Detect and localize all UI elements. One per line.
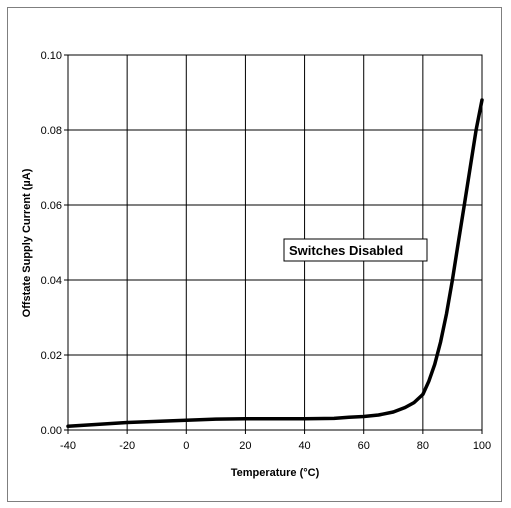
data-point — [451, 279, 454, 281]
x-tick-label: 60 — [358, 440, 370, 452]
series-group — [66, 98, 484, 429]
data-point — [445, 312, 448, 315]
gridlines — [67, 54, 483, 431]
data-point — [274, 417, 276, 420]
data-point — [413, 401, 415, 404]
data-point — [126, 421, 128, 424]
x-tick-label: 0 — [183, 440, 189, 452]
x-tick-label: -20 — [119, 440, 135, 452]
y-axis-ticks: 0.00 0.02 0.04 0.06 0.08 0.10 — [41, 50, 68, 437]
x-axis-title: Temperature (°C) — [231, 467, 320, 479]
data-point — [377, 414, 380, 416]
data-point — [475, 129, 477, 131]
y-tick-label: 0.00 — [41, 425, 62, 437]
x-tick-label: 100 — [473, 440, 491, 452]
data-point — [422, 393, 424, 396]
data-point — [96, 423, 99, 426]
data-point — [469, 166, 471, 169]
data-point — [439, 341, 442, 343]
data-point — [457, 241, 460, 244]
data-point — [348, 416, 350, 419]
data-point — [362, 415, 365, 418]
data-point — [433, 363, 436, 366]
y-axis-title: Offstate Supply Current (µA) — [21, 168, 33, 317]
data-point — [427, 380, 430, 383]
data-point — [392, 411, 395, 413]
data-point — [244, 417, 247, 420]
annotation-box: Switches Disabled — [283, 238, 428, 262]
x-tick-label: 40 — [298, 440, 310, 452]
y-tick-label: 0.08 — [41, 125, 62, 137]
data-point — [404, 406, 406, 409]
data-point — [155, 420, 158, 423]
data-point — [463, 204, 466, 206]
data-point — [215, 418, 217, 420]
data-point — [333, 417, 335, 420]
y-tick-label: 0.10 — [41, 50, 62, 62]
x-axis-ticks: -40 -20 0 20 40 60 80 100 — [60, 430, 491, 452]
data-point — [481, 99, 483, 101]
y-tick-label: 0.04 — [41, 275, 62, 287]
data-point — [185, 419, 188, 422]
x-tick-label: 20 — [239, 440, 251, 452]
data-point — [67, 425, 69, 428]
y-tick-label: 0.06 — [41, 200, 62, 212]
y-tick-label: 0.02 — [41, 350, 62, 362]
x-tick-label: 80 — [417, 440, 429, 452]
annotation-text: Switches Disabled — [289, 243, 403, 258]
data-point — [303, 417, 306, 420]
x-tick-label: -40 — [60, 440, 76, 452]
